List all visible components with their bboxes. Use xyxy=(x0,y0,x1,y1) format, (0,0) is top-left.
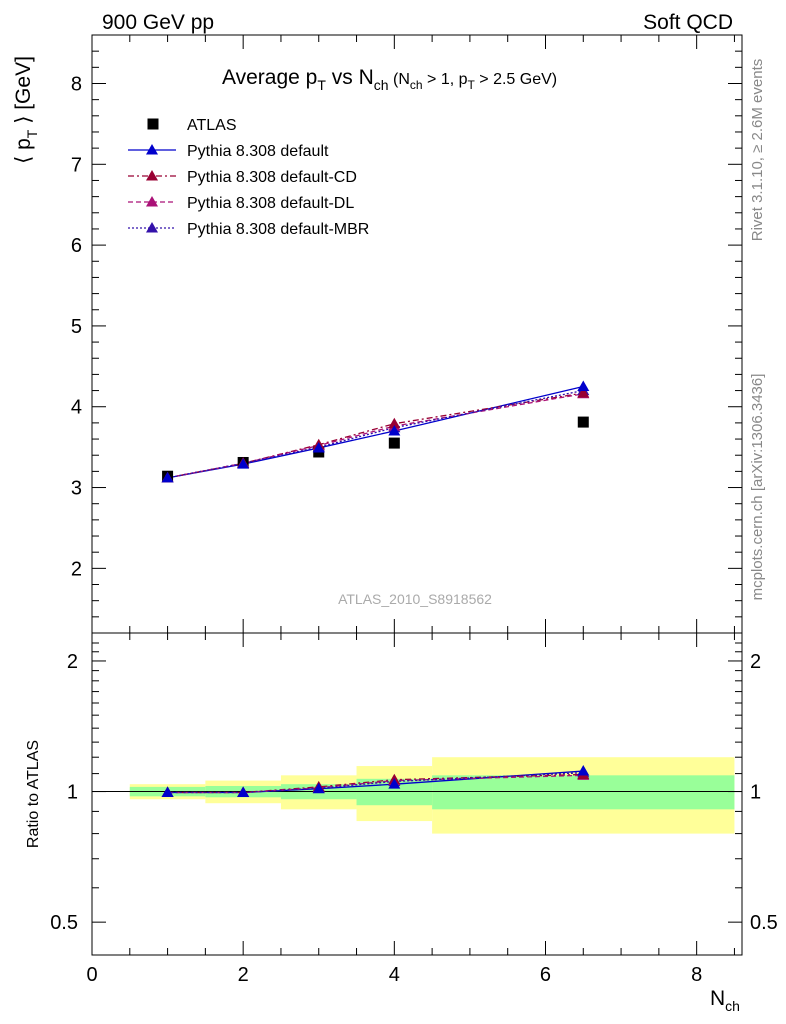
ratio-panel: 0 2 4 6 8 0.5 0.5 1 1 2 2 Ratio to ATLAS Nch xyxy=(25,632,778,1014)
series-point xyxy=(388,424,401,436)
ratio-tick-label-right: 1 xyxy=(750,782,761,804)
ratio-tick-label: 0.5 xyxy=(50,912,78,934)
ratio-frame xyxy=(91,632,743,956)
series-line xyxy=(167,389,584,479)
x-tick-label: 6 xyxy=(540,964,551,986)
header-left: 900 GeV pp xyxy=(102,11,214,34)
ratio-band-inner xyxy=(432,775,735,810)
y-tick-label: 4 xyxy=(71,397,82,419)
data-point-atlas xyxy=(388,437,400,449)
series-point xyxy=(237,458,250,469)
y-tick-label: 3 xyxy=(71,478,82,500)
y-axis-label: ⟨ pT ⟩ [GeV] xyxy=(12,56,40,164)
legend: ATLAS Pythia 8.308 default Pythia 8.308 de… xyxy=(128,117,369,238)
ratio-series-point xyxy=(388,778,401,789)
legend-label: Pythia 8.308 default xyxy=(187,143,329,160)
data-point-atlas xyxy=(577,416,589,428)
x-tick-label: 4 xyxy=(389,964,400,986)
y-tick-label: 2 xyxy=(71,558,82,580)
ratio-series-point xyxy=(237,786,250,798)
legend-label: ATLAS xyxy=(187,117,237,134)
main-panel: 2 3 4 5 6 7 8 Average pT vs Nch (Nch > 1, pT >… xyxy=(12,34,743,634)
series-point xyxy=(161,471,174,483)
legend-marker xyxy=(146,196,158,207)
legend-label: Pythia 8.308 default-DL xyxy=(187,195,354,212)
ratio-series-line xyxy=(167,774,584,794)
series-point xyxy=(577,380,590,392)
ratio-tick-label-right: 0.5 xyxy=(750,912,778,934)
ratio-tick-label: 2 xyxy=(67,651,78,673)
chart-title: Average pT vs Nch (Nch > 1, pT > 2.5 GeV… xyxy=(222,66,557,93)
y-tick-label: 5 xyxy=(71,316,82,338)
legend-label: Pythia 8.308 default-CD xyxy=(187,169,357,186)
series-point xyxy=(577,386,590,398)
analysis-label: ATLAS_2010_S8918562 xyxy=(338,591,492,607)
ratio-series-point xyxy=(161,786,174,798)
x-tick-label: 8 xyxy=(691,964,702,986)
ratio-series-point xyxy=(312,782,325,794)
ratio-series-line xyxy=(167,773,584,794)
ratio-tick-label-right: 2 xyxy=(750,651,761,673)
ratio-tick-label: 1 xyxy=(67,782,78,804)
header-right: Soft QCD xyxy=(643,11,733,34)
y-tick-label: 6 xyxy=(71,235,82,257)
ratio-series-point xyxy=(577,765,590,776)
rivet-label: Rivet 3.1.10, ≥ 2.6M events xyxy=(749,59,766,242)
y-tick-label: 8 xyxy=(71,73,82,95)
series-point xyxy=(312,441,325,453)
x-axis-label: Nch xyxy=(710,987,740,1014)
legend-label: Pythia 8.308 default-MBR xyxy=(187,221,369,238)
y-tick-label: 7 xyxy=(71,154,82,176)
legend-marker xyxy=(146,170,158,181)
legend-marker-atlas xyxy=(147,118,159,130)
legend-marker xyxy=(146,144,158,155)
x-tick-label: 2 xyxy=(238,964,249,986)
ratio-y-axis-label: Ratio to ATLAS xyxy=(25,740,42,848)
mcplots-label: mcplots.cern.ch [arXiv:1306.3436] xyxy=(749,374,766,601)
x-tick-label: 0 xyxy=(86,964,97,986)
series-point xyxy=(388,417,401,429)
legend-marker xyxy=(146,222,158,233)
